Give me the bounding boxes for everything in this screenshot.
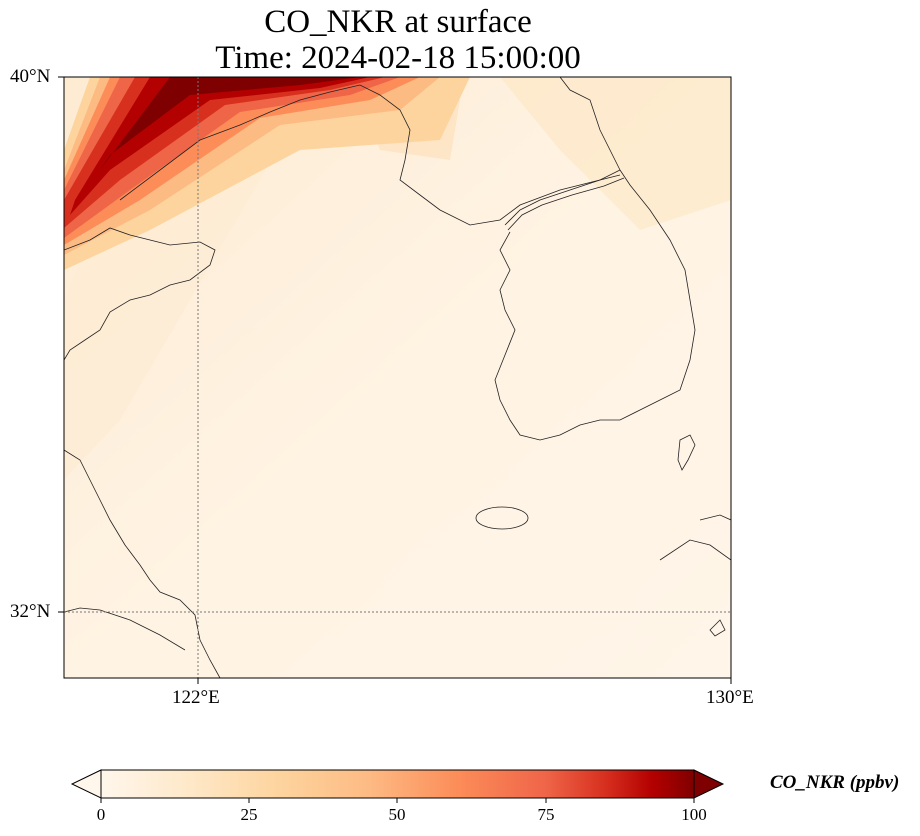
concentration-field: [64, 77, 731, 678]
gridlines: [64, 77, 731, 678]
title-line-1: CO_NKR at surface: [264, 4, 532, 40]
colorbar-extend-high: [693, 769, 725, 799]
tsushima-island: [677, 434, 696, 471]
coastlines: [64, 77, 731, 678]
colorbar-tick-75: 75: [537, 805, 555, 824]
colorbar-gradient: [101, 770, 694, 798]
colorbar-tick-50: 50: [388, 805, 406, 824]
border-line-1: [504, 174, 621, 226]
tick-marks: [58, 76, 732, 684]
border-line-2: [507, 177, 625, 231]
band-core: [100, 77, 360, 170]
small-island: [709, 619, 726, 637]
colorbar-ticks: [100, 798, 695, 803]
map-frame: [63, 76, 732, 679]
kyushu-coast: [659, 514, 731, 561]
korea-coast-north: [559, 77, 621, 171]
colorbar-tick-25: 25: [240, 805, 258, 824]
yangtze-estuary: [64, 607, 186, 651]
china-coast-east: [64, 449, 221, 678]
colorbar-tick-0: 0: [96, 805, 106, 824]
korea-coast: [494, 169, 696, 441]
x-tick-label-130e: 130°E: [706, 687, 754, 708]
colorbar-tick-100: 100: [681, 805, 707, 824]
y-tick-label-40n: 40°N: [10, 66, 51, 87]
plume-northeast: [500, 77, 731, 230]
colorbar-extend-low: [70, 769, 102, 799]
y-tick-label-32n: 32°N: [10, 601, 51, 622]
liaodong-coast: [119, 84, 621, 226]
jeju-island: [475, 506, 529, 530]
x-tick-label-122e: 122°E: [172, 687, 220, 708]
map-title: CO_NKR at surface Time: 2024-02-18 15:00…: [0, 4, 796, 76]
colorbar: [70, 769, 725, 803]
title-line-2: Time: 2024-02-18 15:00:00: [215, 40, 581, 76]
china-coast-north: [64, 227, 216, 361]
colorbar-label: CO_NKR (ppbv): [770, 772, 900, 793]
